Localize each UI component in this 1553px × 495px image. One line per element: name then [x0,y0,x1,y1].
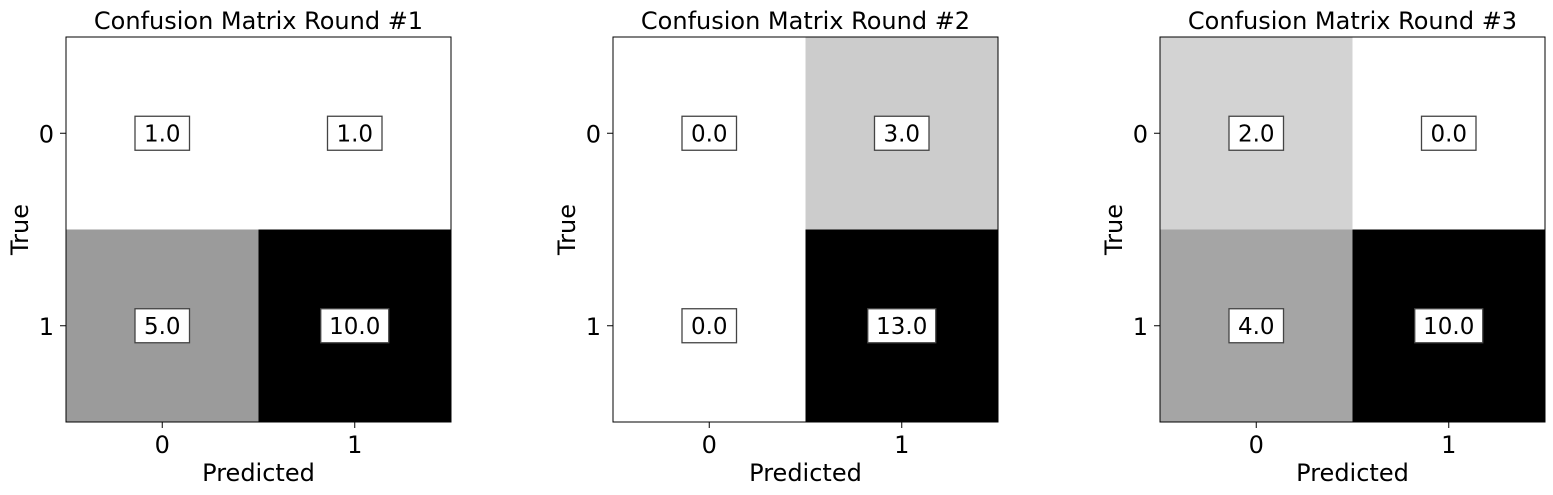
cell-value-label: 0.0 [691,121,728,147]
x-tick-label: 1 [347,431,362,459]
cell-value-label: 2.0 [1238,121,1275,147]
cell-value-box [873,115,930,151]
cell-value-label: 4.0 [1238,314,1275,340]
cell-value-box [867,308,937,344]
y-tick-label: 1 [39,313,54,341]
cell-value-label: 0.0 [691,314,728,340]
plot-frame [612,36,999,423]
cell-value-label: 1.0 [336,121,373,147]
x-tick-label: 0 [702,431,717,459]
x-tick-label: 1 [894,431,909,459]
y-axis-label: True [1100,204,1128,256]
x-axis-label: Predicted [1296,459,1409,487]
cell-value-box [1420,115,1477,151]
y-tick-label: 1 [586,313,601,341]
chart-title: Confusion Matrix Round #2 [641,7,970,35]
x-tick-label: 0 [155,431,170,459]
cell-value-label: 10.0 [329,314,380,340]
y-axis-label: True [553,204,581,256]
cell-value-label: 1.0 [144,121,181,147]
x-tick-label: 1 [1441,431,1456,459]
cell-value-box [681,308,738,344]
cell-value-label: 5.0 [144,314,181,340]
y-tick-label: 0 [1133,120,1148,148]
y-tick-label: 0 [586,120,601,148]
cell-value-box [681,115,738,151]
cell-value-label: 10.0 [1423,314,1474,340]
chart-title: Confusion Matrix Round #3 [1188,7,1517,35]
cell-value-box [320,308,390,344]
cell-value-label: 0.0 [1430,121,1467,147]
cell-value-box [1414,308,1484,344]
y-axis-label: True [6,204,34,256]
cell-value-box [1228,308,1285,344]
confusion-matrix-panel-1: 1.0 1.0 5.0 10.0 0 1 0 1 Confusion Matrix Round … [6,7,452,487]
chart-title: Confusion Matrix Round #1 [94,7,423,35]
cell-value-box [134,308,191,344]
cell-value-label: 13.0 [876,314,927,340]
cell-value-label: 3.0 [883,121,920,147]
plot-frame [1159,36,1546,423]
y-tick-label: 0 [39,120,54,148]
y-tick-label: 1 [1133,313,1148,341]
x-axis-label: Predicted [749,459,862,487]
plot-frame [65,36,452,423]
confusion-matrix-panel-2: 0.0 3.0 0.0 13.0 0 1 0 1 Confusion Matrix Round … [553,7,999,487]
cell-value-box [134,115,191,151]
x-tick-label: 0 [1249,431,1264,459]
x-axis-label: Predicted [202,459,315,487]
confusion-matrix-panel-3: 2.0 0.0 4.0 10.0 0 1 0 1 Confusion Matrix Round … [1100,7,1546,487]
cell-value-box [1228,115,1285,151]
cell-value-box [326,115,383,151]
